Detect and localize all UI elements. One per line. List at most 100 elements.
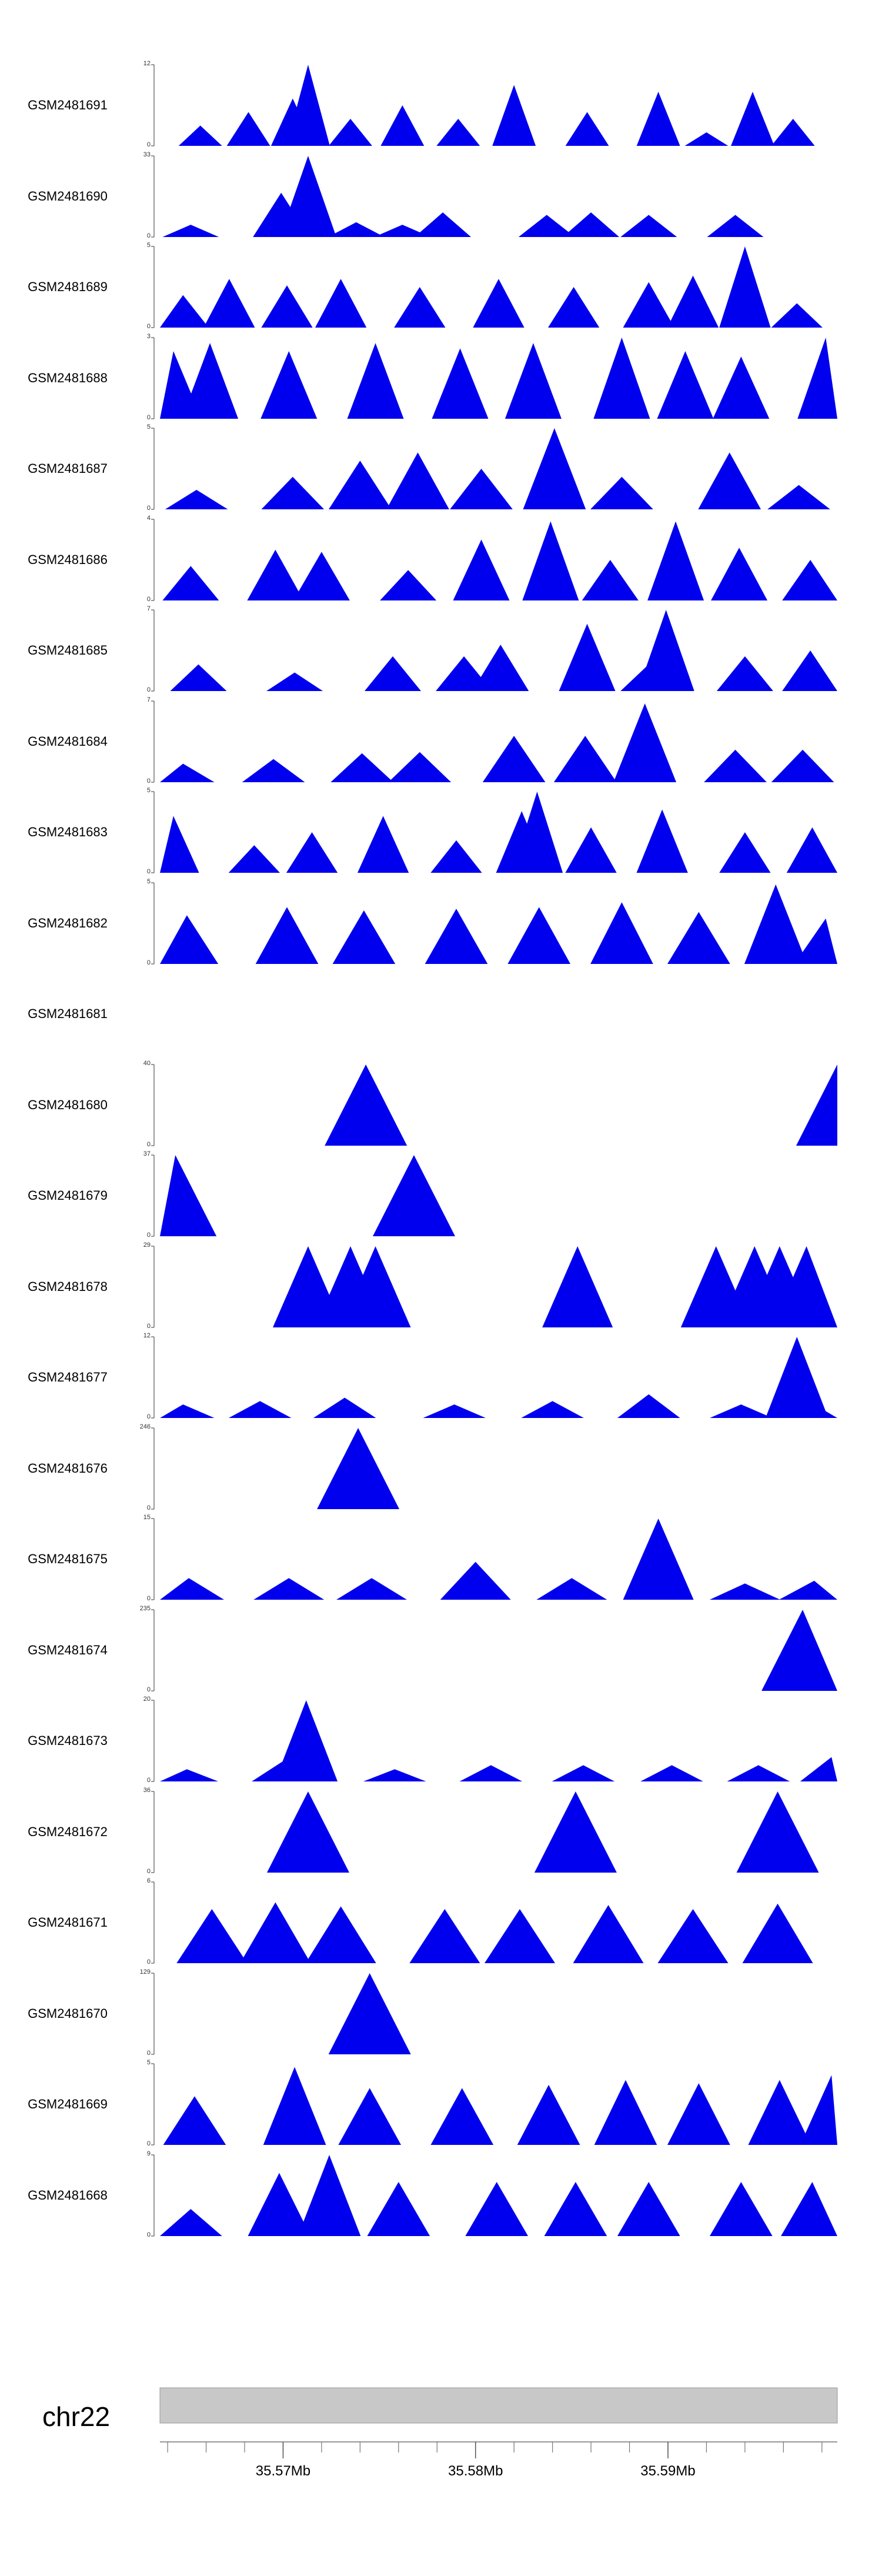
signal-peak [253,1578,325,1600]
signal-peak [719,246,771,328]
signal-peak [178,125,222,146]
track-plot [151,1063,837,1146]
signal-peak [667,275,719,328]
signal-peak [710,2181,773,2236]
signal-peak [365,656,421,691]
track-plot [151,518,837,601]
signal-peak [394,287,446,328]
track-plot [151,1427,400,1510]
signal-peak [620,214,677,237]
track-plot [151,882,837,965]
track-label: GSM2481690 [28,188,108,203]
signal-peak [709,1583,780,1600]
track-ymin: 0 [146,2231,151,2238]
signal-peak [779,1580,837,1600]
signal-peak [742,1903,813,1963]
signal-peak [423,1404,486,1418]
signal-peak [472,645,529,691]
signal-peak [781,2181,837,2236]
track-plot [151,1881,813,1964]
signal-peak [260,351,318,419]
signal-peak [313,1397,376,1418]
signal-peak [160,1155,217,1236]
signal-peak [228,845,280,873]
signal-peak [388,752,452,782]
signal-peak [492,85,536,146]
signal-peak [409,1909,480,1963]
signal-peak [771,303,823,328]
track-plot [151,155,764,238]
track-label: GSM2481678 [28,1279,108,1294]
track-ymax: 33 [143,151,151,158]
signal-peak [563,212,620,237]
signal-peak [228,1401,292,1418]
track-ymin: 0 [146,1958,151,1966]
signal-peak [330,753,393,782]
track-label: GSM2481691 [28,98,108,112]
signal-peak [263,2067,326,2145]
signal-peak [160,1404,215,1418]
signal-peak [328,1973,411,2054]
signal-peak [482,735,546,782]
track-ymin: 0 [146,1504,151,1511]
signal-peak [465,2181,529,2236]
signal-peak [617,2181,680,2236]
signal-peak [332,910,396,964]
signal-peak [325,1064,407,1146]
signal-peak [553,735,617,782]
signal-peak [800,2075,837,2145]
signal-peak [328,222,385,237]
signal-peak [796,1064,837,1146]
track-plot [151,1972,411,2055]
track-label: GSM2481684 [28,733,108,749]
signal-peak [590,476,653,509]
track-label: GSM2481669 [28,2097,108,2111]
signal-peak [247,549,304,600]
signal-peak [336,1578,407,1600]
signal-peak [771,1246,837,1327]
signal-peak [160,763,215,782]
track-ymax: 40 [143,1059,151,1067]
signal-peak [797,337,837,419]
signal-peak [521,1401,584,1418]
track-ymin: 0 [146,1232,151,1239]
track-label: GSM2481683 [28,825,108,839]
track-ymax: 9 [146,2150,151,2157]
track-plot [151,609,837,692]
signal-peak [534,1791,617,1873]
signal-peak [582,559,639,600]
signal-peak [275,1700,338,1781]
signal-peak [315,279,367,328]
signal-peak [684,132,729,146]
track-label: GSM2481671 [28,1915,108,1930]
signal-peak [544,2181,607,2236]
track-ymin: 0 [146,595,151,603]
track-ymax: 235 [139,1604,151,1612]
signal-peak [162,224,219,237]
track-ymax: 7 [146,696,151,703]
signal-peak [242,759,305,782]
signal-peak [667,912,730,964]
signal-peak [436,119,480,146]
track-plot [151,2154,837,2237]
track-ymax: 4 [146,514,151,522]
track-plot [151,64,815,146]
signal-peak [450,469,513,509]
signal-peak [636,92,680,146]
signal-peak [473,279,524,328]
signal-peak [374,224,431,237]
signal-peak [261,285,313,328]
signal-peak [160,1769,219,1781]
track-label: GSM2481681 [28,1006,108,1021]
signal-peak [565,112,609,146]
signal-peak [640,1765,703,1781]
signal-peak [623,1519,694,1600]
track-ymax: 36 [143,1786,151,1794]
signal-peak [559,623,616,691]
signal-peak [358,816,409,873]
signal-peak [248,2173,311,2236]
track-ymax: 12 [143,1332,151,1339]
signal-peak [657,1909,729,1963]
track-plot [151,428,830,510]
axis-tick-label: 35.57Mb [255,2463,311,2479]
